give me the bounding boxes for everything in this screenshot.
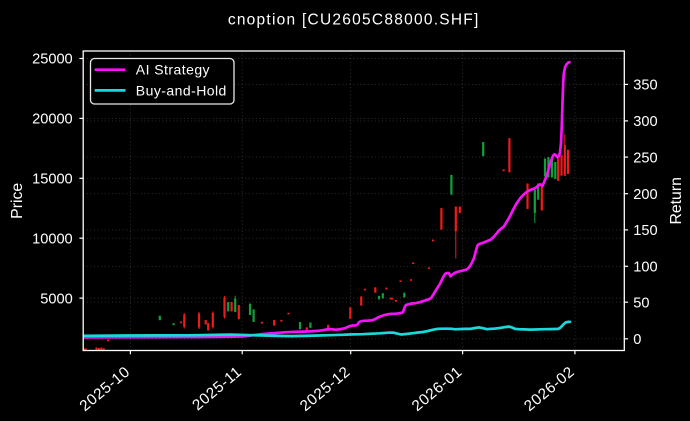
svg-text:350: 350 — [633, 78, 657, 94]
svg-text:25000: 25000 — [32, 52, 73, 68]
svg-text:150: 150 — [633, 223, 657, 239]
svg-text:Buy-and-Hold: Buy-and-Hold — [136, 82, 227, 98]
svg-text:cnoption [CU2605C88000.SHF]: cnoption [CU2605C88000.SHF] — [228, 12, 480, 29]
svg-text:0: 0 — [633, 332, 641, 348]
svg-text:300: 300 — [633, 114, 657, 130]
svg-text:AI Strategy: AI Strategy — [136, 62, 210, 78]
svg-text:50: 50 — [633, 295, 649, 311]
svg-text:20000: 20000 — [32, 112, 73, 128]
svg-text:100: 100 — [633, 260, 657, 276]
svg-text:200: 200 — [633, 187, 657, 203]
svg-text:Price: Price — [9, 183, 26, 219]
svg-text:5000: 5000 — [40, 291, 72, 307]
svg-text:250: 250 — [633, 150, 657, 166]
svg-text:15000: 15000 — [32, 172, 73, 188]
svg-text:10000: 10000 — [32, 231, 73, 247]
svg-text:Return: Return — [668, 177, 685, 224]
